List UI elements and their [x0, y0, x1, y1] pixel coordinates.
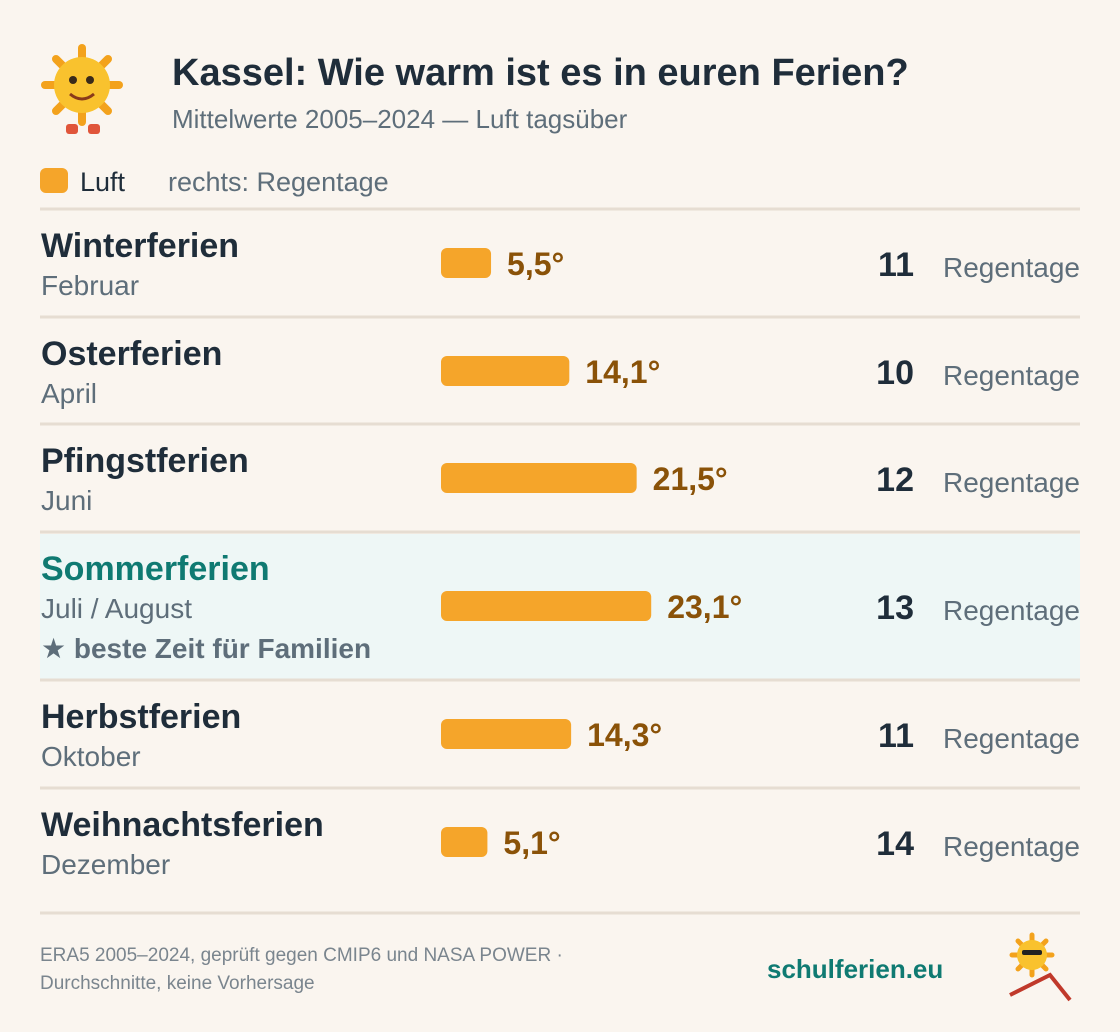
rain-unit: Regentage — [943, 831, 1080, 862]
rain-days: 11 — [878, 246, 914, 284]
holiday-name: Weihnachtsferien — [41, 806, 324, 844]
rain-days: 10 — [876, 354, 914, 392]
holiday-note: ★ beste Zeit für Familien — [41, 633, 371, 664]
holiday-name: Herbstferien — [41, 698, 241, 736]
value-label: 23,1° — [667, 589, 742, 625]
bar — [441, 356, 570, 386]
holiday-month: Oktober — [41, 741, 141, 772]
holiday-name: Sommerferien — [41, 550, 270, 588]
sun-chair-icon — [1009, 932, 1072, 1002]
rain-days: 11 — [878, 717, 914, 755]
holiday-month: Februar — [41, 270, 139, 301]
holiday-month: Juni — [41, 485, 92, 516]
bar — [441, 827, 488, 857]
holiday-month: Juli / August — [41, 593, 192, 624]
source-note: ERA5 2005–2024, geprüft gegen CMIP6 und … — [40, 945, 563, 966]
title: Kassel: Wie warm ist es in euren Ferien? — [172, 52, 909, 94]
value-label: 5,5° — [507, 246, 564, 282]
value-label: 5,1° — [503, 825, 560, 861]
holiday-month: April — [41, 378, 97, 409]
holiday-month: Dezember — [41, 849, 170, 880]
value-label: 21,5° — [653, 461, 728, 497]
rain-unit: Regentage — [943, 723, 1080, 754]
holiday-name: Winterferien — [41, 227, 239, 265]
rain-days: 13 — [876, 589, 914, 627]
bar — [441, 463, 637, 493]
value-label: 14,1° — [585, 354, 660, 390]
bar — [441, 248, 492, 278]
rain-days: 12 — [876, 461, 914, 499]
legend-note: rechts: Regentage — [168, 167, 389, 197]
bar — [441, 719, 572, 749]
rain-unit: Regentage — [943, 252, 1080, 283]
rain-days: 14 — [876, 825, 914, 863]
brand: schulferien.eu — [767, 954, 943, 984]
sun-mascot — [41, 44, 123, 134]
legend-label: Luft — [80, 167, 126, 197]
bar — [441, 591, 652, 621]
legend-swatch — [40, 168, 68, 193]
holiday-name: Pfingstferien — [41, 442, 249, 480]
rain-unit: Regentage — [943, 595, 1080, 626]
source-note: Durchschnitte, keine Vorhersage — [40, 973, 315, 994]
value-label: 14,3° — [587, 717, 662, 753]
subtitle: Mittelwerte 2005–2024 — Luft tagsüber — [172, 104, 628, 134]
rain-unit: Regentage — [943, 360, 1080, 391]
holiday-name: Osterferien — [41, 335, 222, 373]
rain-unit: Regentage — [943, 467, 1080, 498]
